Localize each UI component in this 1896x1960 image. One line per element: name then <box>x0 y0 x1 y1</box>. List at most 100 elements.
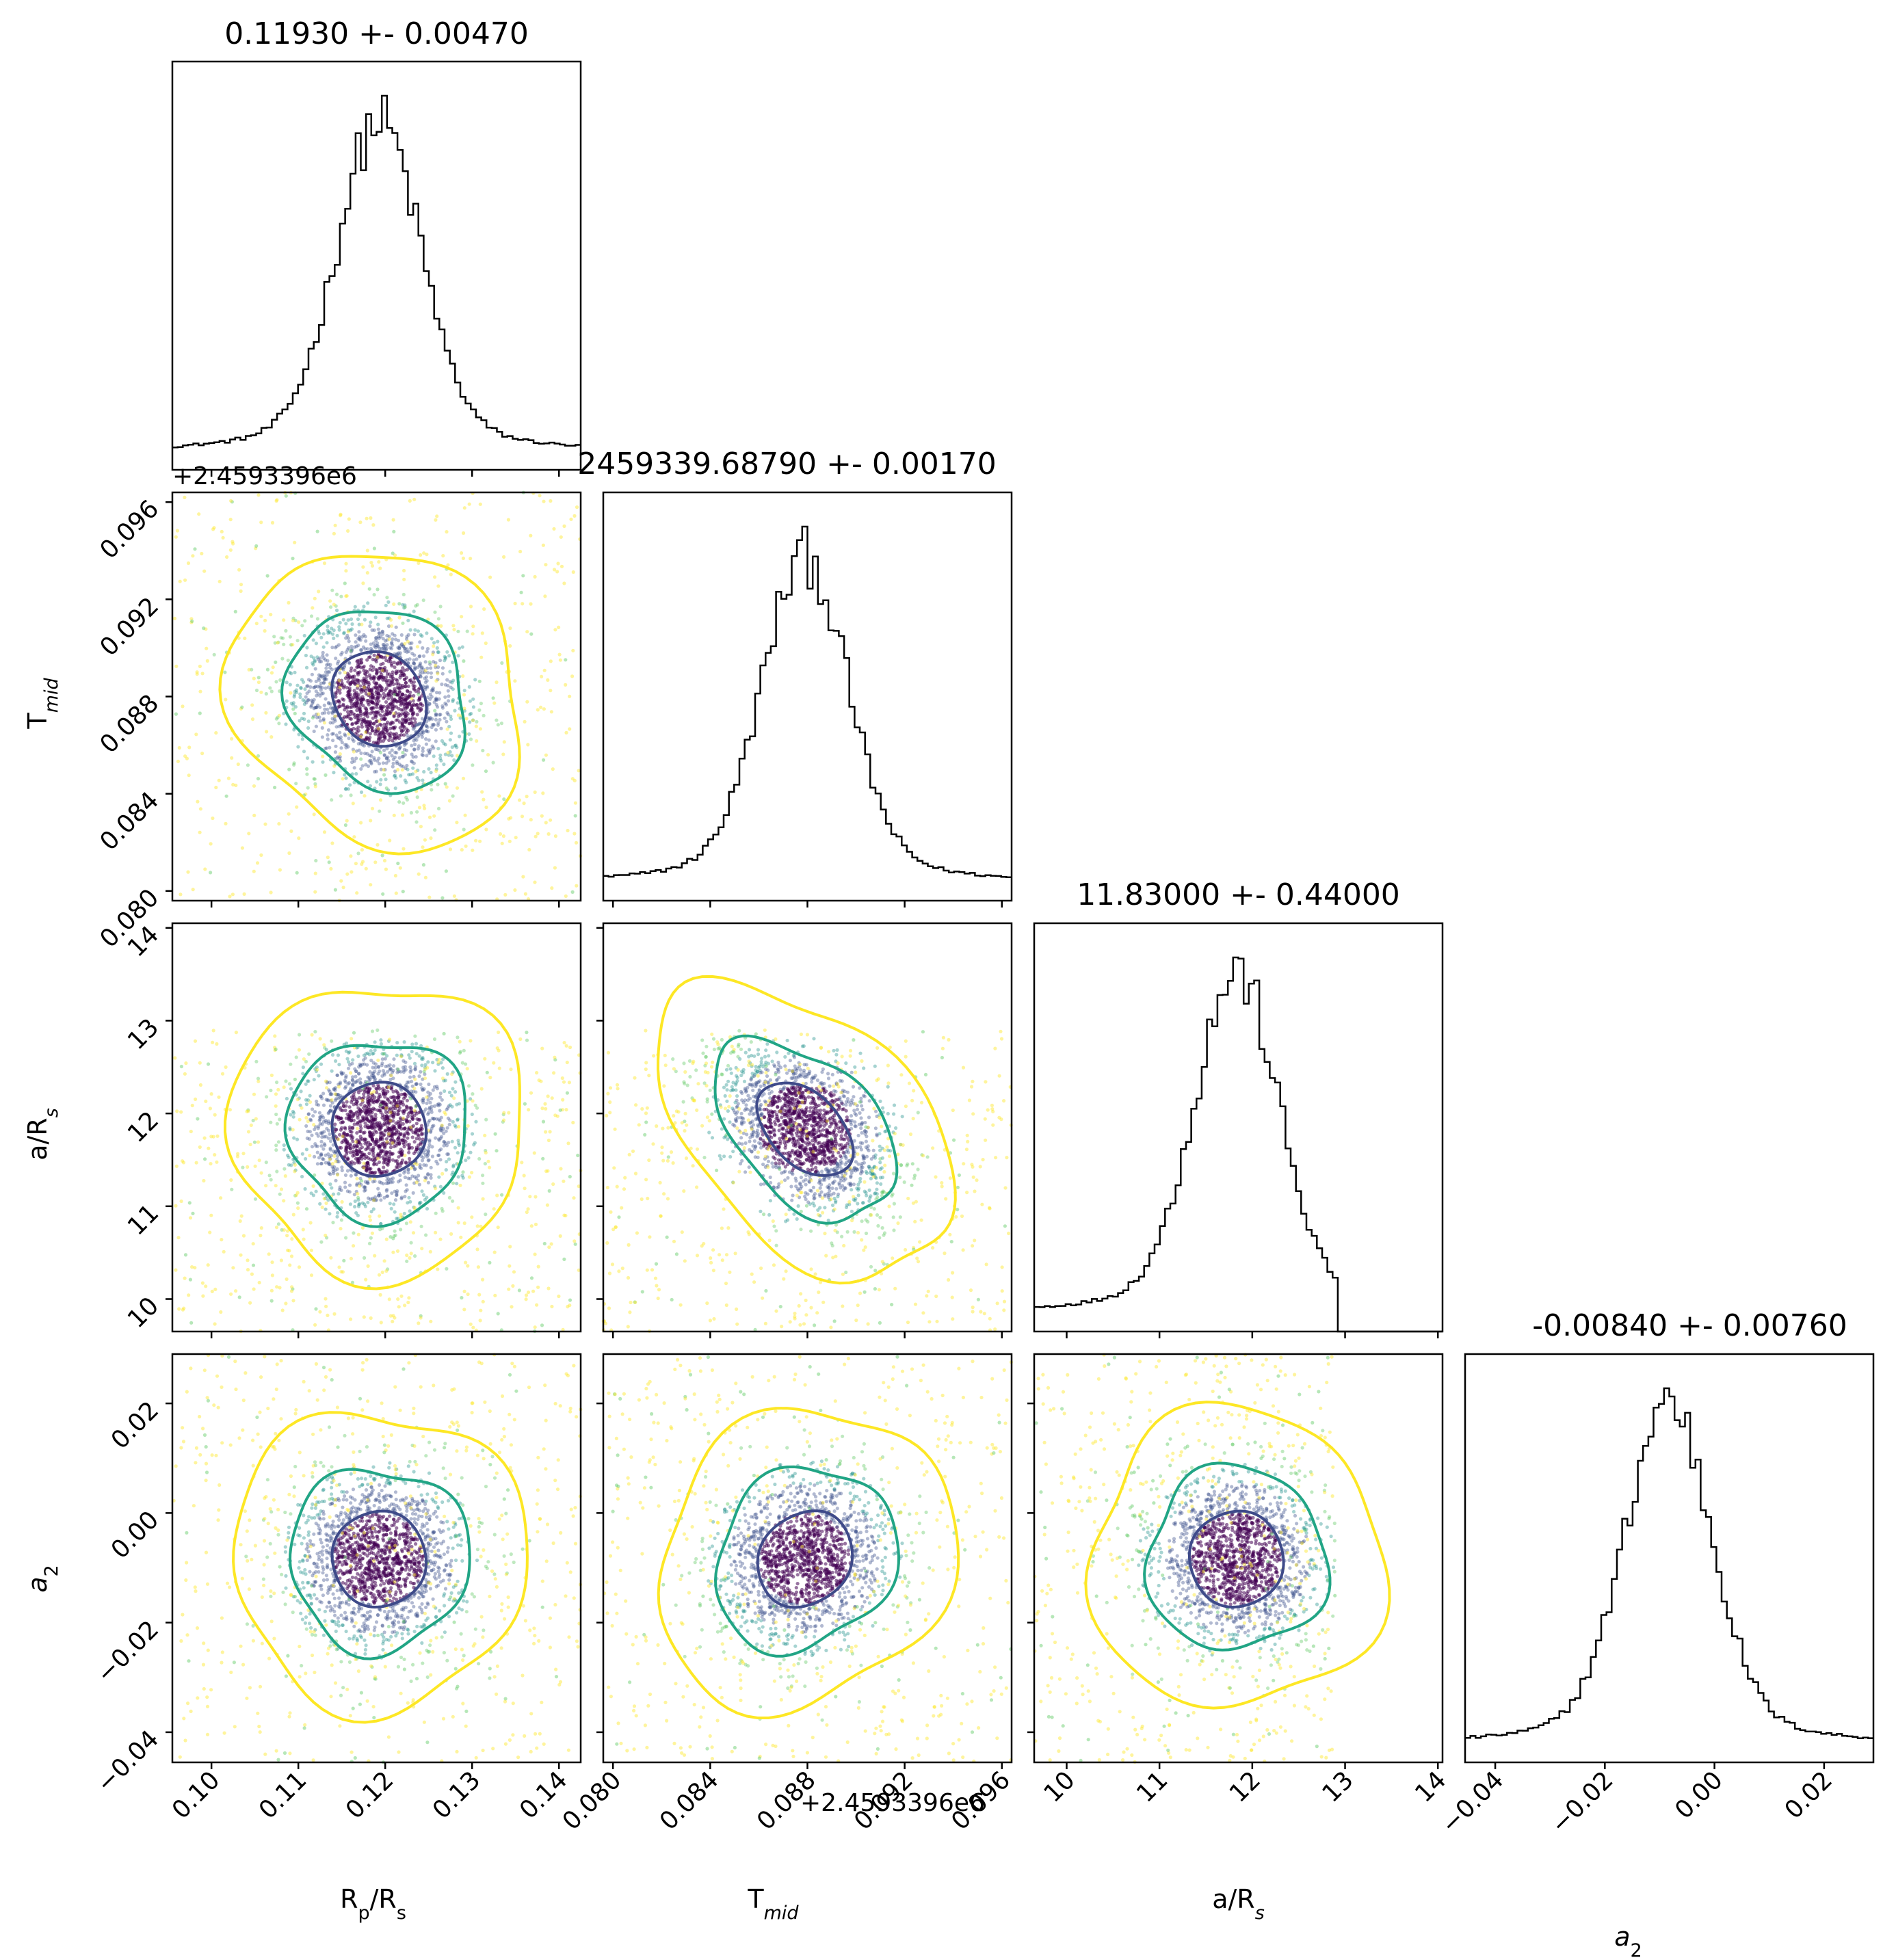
scatter-point <box>175 1109 179 1113</box>
scatter-point <box>336 755 340 759</box>
scatter-point <box>369 706 374 711</box>
scatter-point <box>453 1145 458 1150</box>
scatter-point <box>302 750 306 754</box>
scatter-point <box>324 746 328 750</box>
scatter-point <box>378 798 383 802</box>
scatter-point <box>492 1250 497 1254</box>
scatter-point <box>344 787 348 791</box>
scatter-point <box>274 1143 278 1148</box>
scatter-point <box>401 621 405 625</box>
scatter-point <box>406 767 410 771</box>
scatter-point <box>544 1130 548 1134</box>
scatter-point <box>415 713 419 717</box>
scatter-point <box>403 641 407 646</box>
scatter-point <box>371 641 376 645</box>
scatter-point <box>408 641 412 646</box>
scatter-point <box>571 570 575 574</box>
scatter-point <box>456 1151 460 1155</box>
scatter-point <box>536 1264 540 1269</box>
scatter-point <box>479 655 484 659</box>
scatter-point <box>421 646 425 650</box>
scatter-point <box>456 1175 460 1179</box>
scatter-point <box>533 574 537 579</box>
scatter-point <box>345 706 350 710</box>
scatter-point <box>398 726 402 730</box>
scatter-point <box>367 587 371 591</box>
scatter-point <box>406 1201 410 1205</box>
scatter-point <box>219 1310 223 1314</box>
scatter-point <box>430 744 434 748</box>
scatter-point <box>280 1308 285 1312</box>
scatter-point <box>326 1313 330 1317</box>
scatter-point <box>410 1042 414 1046</box>
scatter-point <box>297 836 301 840</box>
scatter-point <box>321 1147 326 1151</box>
scatter-point <box>206 1062 211 1066</box>
scatter-point <box>382 645 386 649</box>
scatter-point <box>478 502 482 506</box>
scatter-point <box>438 691 442 695</box>
scatter-point <box>346 618 350 622</box>
scatter-point <box>306 1120 310 1124</box>
scatter-point <box>557 1294 561 1299</box>
scatter-point <box>337 756 342 760</box>
scatter-point <box>406 618 410 622</box>
scatter-point <box>269 1288 274 1293</box>
scatter-point <box>453 743 457 748</box>
scatter-point <box>358 638 363 642</box>
scatter-point <box>360 848 365 852</box>
scatter-point <box>365 548 369 553</box>
scatter-point <box>799 1228 803 1232</box>
scatter-point <box>256 676 261 680</box>
scatter-point <box>380 629 384 633</box>
scatter-point <box>279 1258 283 1262</box>
scatter-point <box>370 564 375 568</box>
scatter-point <box>410 715 414 720</box>
scatter-point <box>440 1171 445 1176</box>
scatter-point <box>572 832 577 836</box>
scatter-point <box>412 658 416 662</box>
scatter-point <box>425 1095 429 1099</box>
scatter-point <box>438 753 443 757</box>
scatter-point <box>350 1061 354 1065</box>
scatter-point <box>488 575 492 579</box>
scatter-point <box>405 797 410 802</box>
scatter-point <box>321 691 325 696</box>
scatter-point <box>451 699 455 703</box>
scatter-point <box>346 630 350 634</box>
scatter-point <box>875 1187 879 1191</box>
scatter-point <box>562 524 566 529</box>
scatter-point <box>449 685 453 689</box>
scatter-point <box>313 890 317 894</box>
scatter-point <box>410 697 414 701</box>
scatter-point <box>251 1263 256 1267</box>
scatter-tmid-vs-rp <box>172 490 583 903</box>
scatter-point <box>337 1085 341 1089</box>
scatter-point <box>380 709 384 713</box>
scatter-point <box>319 1240 324 1244</box>
scatter-point <box>295 805 299 809</box>
scatter-point <box>373 1254 377 1258</box>
scatter-point <box>274 1184 278 1188</box>
scatter-point <box>405 650 409 654</box>
scatter-point <box>533 790 537 794</box>
scatter-point <box>352 1143 356 1148</box>
scatter-point <box>406 1167 410 1171</box>
scatter-point <box>360 622 364 626</box>
scatter-point <box>391 1250 395 1254</box>
scatter-point <box>482 797 486 802</box>
scatter-point <box>204 1284 208 1288</box>
scatter-point <box>408 628 412 632</box>
scatter-point <box>357 748 361 752</box>
scatter-point <box>768 1199 772 1203</box>
scatter-point <box>397 1142 401 1146</box>
scatter-point <box>744 1103 748 1107</box>
scatter-point <box>366 1156 371 1160</box>
scatter-point <box>385 1140 389 1144</box>
scatter-point <box>326 728 331 732</box>
scatter-point <box>321 656 326 661</box>
scatter-point <box>436 639 440 644</box>
scatter-point <box>362 669 366 673</box>
scatter-point <box>405 658 410 662</box>
scatter-point <box>385 596 389 600</box>
